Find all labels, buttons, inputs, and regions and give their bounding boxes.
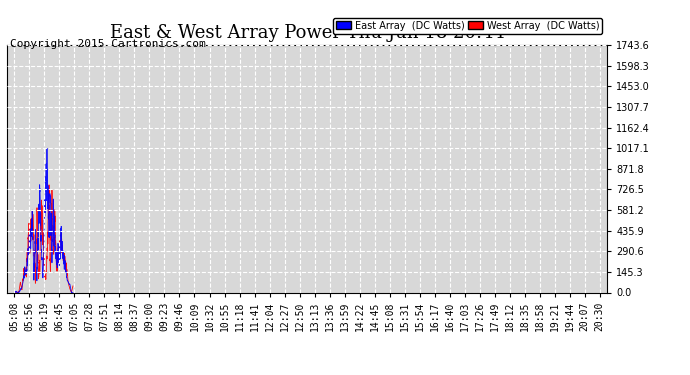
Legend: East Array  (DC Watts), West Array  (DC Watts): East Array (DC Watts), West Array (DC Wa… xyxy=(333,18,602,33)
Text: Copyright 2015 Cartronics.com: Copyright 2015 Cartronics.com xyxy=(10,39,206,50)
Title: East & West Array Power Thu Jun 18 20:44: East & West Array Power Thu Jun 18 20:44 xyxy=(110,24,504,42)
